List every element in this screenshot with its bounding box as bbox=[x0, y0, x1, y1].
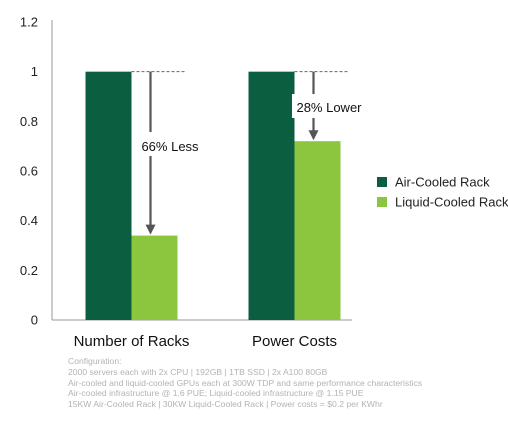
y-tick-label: 0.2 bbox=[20, 263, 38, 278]
y-tick-label: 1 bbox=[31, 64, 38, 79]
annotations: 66% Less 28% Lower bbox=[131, 71, 366, 235]
config-heading: Configuration: bbox=[68, 356, 122, 366]
annotation-label-bg bbox=[292, 94, 366, 118]
x-axis-labels: Number of Racks Power Costs bbox=[74, 333, 337, 350]
category-label: Number of Racks bbox=[74, 333, 190, 350]
y-tick-label: 1.2 bbox=[20, 15, 38, 30]
y-tick-label: 0.8 bbox=[20, 114, 38, 129]
arrow-head bbox=[145, 224, 156, 235]
bar-chart: 0 0.2 0.4 0.6 0.8 1 1.2 66% Less 28% Lower Numb… bbox=[20, 15, 508, 351]
config-line: Air-cooled infrastructure @ 1.6 PUE; Liq… bbox=[68, 388, 364, 399]
bar bbox=[294, 141, 341, 320]
configuration-note: Configuration: 2000 servers each with 2x… bbox=[68, 356, 498, 410]
category-label: Power Costs bbox=[252, 333, 337, 350]
config-line: Air-cooled and liquid-cooled GPUs each a… bbox=[68, 377, 423, 388]
bar bbox=[131, 235, 178, 320]
config-line: 15KW Air-Cooled Rack | 30KW Liquid-Coole… bbox=[68, 399, 383, 410]
legend: Air-Cooled Rack Liquid-Cooled Rack bbox=[377, 175, 508, 210]
y-tick-label: 0 bbox=[31, 313, 38, 328]
legend-label: Liquid-Cooled Rack bbox=[395, 195, 508, 210]
config-line: 2000 servers each with 2x CPU | 192GB | … bbox=[68, 366, 328, 377]
annotation-label-bg bbox=[134, 132, 206, 156]
legend-label: Air-Cooled Rack bbox=[395, 175, 490, 190]
y-tick-label: 0.6 bbox=[20, 164, 38, 179]
legend-swatch bbox=[377, 177, 387, 187]
y-tick-label: 0.4 bbox=[20, 213, 38, 228]
legend-swatch bbox=[377, 197, 387, 207]
bar bbox=[85, 71, 132, 321]
annotation-label: 66% Less bbox=[141, 139, 199, 154]
arrow-head bbox=[308, 130, 319, 141]
bar bbox=[248, 71, 295, 321]
annotation-label: 28% Lower bbox=[296, 100, 362, 115]
bars bbox=[85, 71, 341, 321]
